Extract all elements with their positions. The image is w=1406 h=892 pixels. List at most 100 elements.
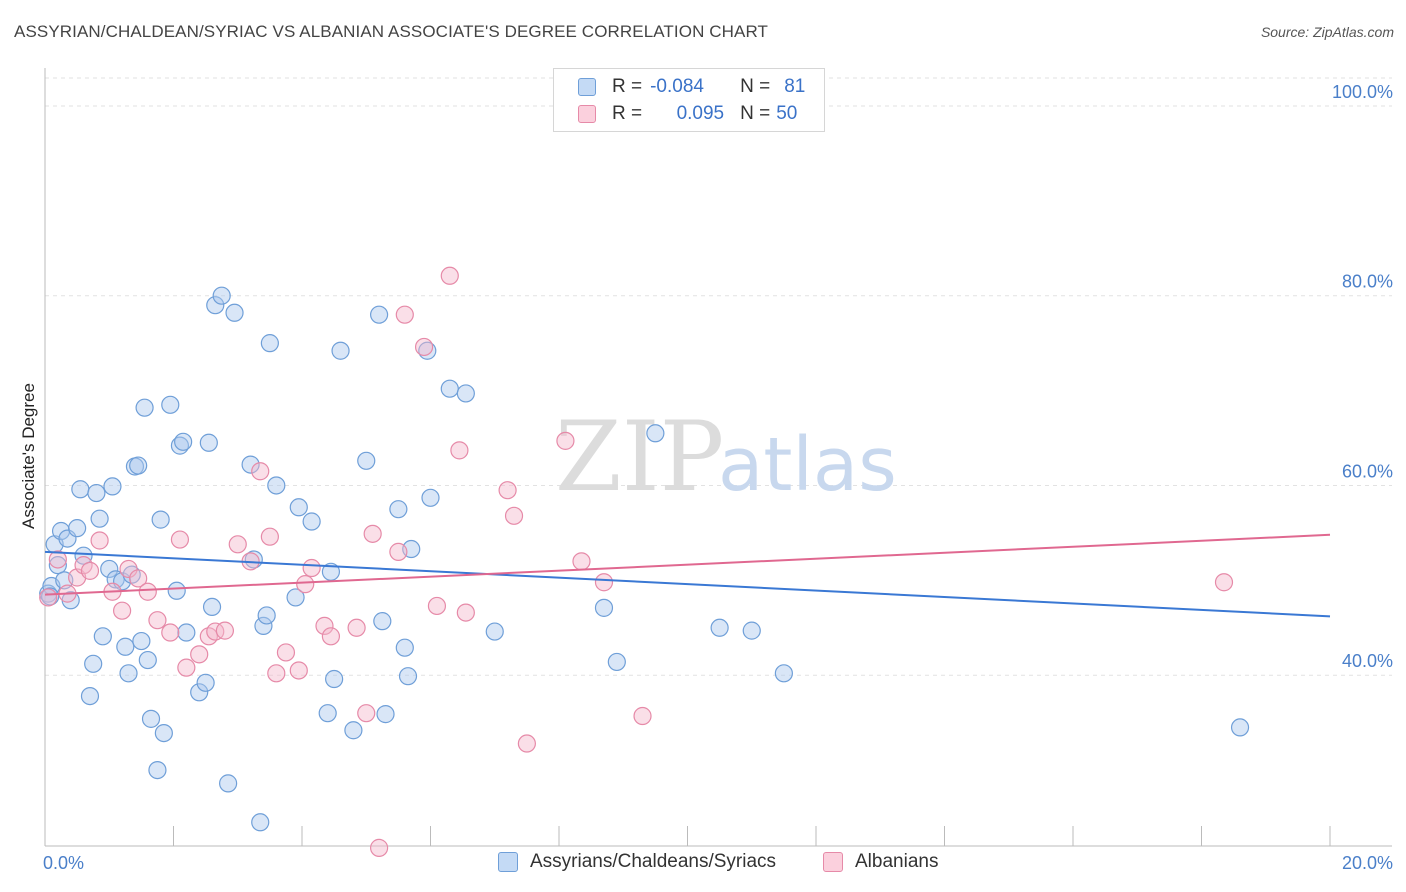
assyrian-point (177, 623, 196, 642)
assyrian-point (212, 286, 231, 305)
albanian-point (276, 643, 296, 662)
assyrian-point (80, 686, 100, 706)
assyrian-point (241, 455, 260, 474)
legend-n-value: 81 (784, 76, 806, 97)
albanian-point (456, 603, 475, 622)
assyrian-point (1230, 718, 1250, 737)
chart-title: ASSYRIAN/CHALDEAN/SYRIAC VS ALBANIAN ASS… (14, 22, 769, 41)
albanian-point (148, 611, 167, 630)
bottom-legend-swatch-blue (498, 852, 518, 872)
legend-n-label: N = (740, 103, 771, 124)
assyrian-point (331, 341, 350, 360)
assyrian-point (398, 667, 418, 686)
albanian-point (363, 524, 382, 543)
albanian-point (633, 706, 652, 726)
legend-row-assyrians: R = -0.084 N = 81 (578, 75, 805, 99)
albanian-point (440, 266, 459, 285)
assyrian-point (289, 498, 308, 517)
albanian-point (556, 431, 575, 450)
assyrian-point (132, 631, 151, 651)
assyrian-point (774, 664, 793, 683)
series-assyrians-points (39, 286, 1250, 832)
albanian-point (321, 627, 341, 646)
bottom-legend-label: Albanians (855, 851, 939, 872)
assyrian-point (646, 424, 665, 443)
assyrian-point (196, 673, 215, 692)
albanian-point (427, 596, 447, 616)
legend-n-label: N = (740, 76, 771, 97)
assyrian-point (257, 606, 276, 625)
legend-swatch-pink (578, 105, 596, 123)
albanian-point (119, 559, 138, 579)
assyrian-point (202, 597, 222, 617)
legend-n-value: 50 (776, 103, 798, 124)
series-albanians-points (39, 266, 1234, 857)
assyrian-point (138, 650, 157, 670)
albanian-point (48, 550, 67, 569)
assyrian-point (199, 433, 218, 452)
assyrian-point (154, 723, 173, 743)
assyrian-point (244, 550, 263, 569)
assyrian-point (135, 398, 154, 417)
assyrian-point (74, 546, 93, 565)
assyrian-point (151, 510, 170, 529)
assyrian-point (376, 705, 395, 724)
y-tick-label: 60.0% (1342, 461, 1393, 481)
albanian-point (251, 462, 270, 481)
albanian-point (267, 664, 286, 683)
axes (44, 68, 1392, 847)
assyrian-point (190, 683, 209, 702)
albanian-point (296, 575, 315, 594)
assyrian-point (206, 296, 225, 315)
assyrian-point (148, 760, 167, 780)
assyrian-point (167, 581, 186, 600)
albanian-point (517, 734, 536, 753)
assyrian-point (607, 652, 626, 672)
assyrian-point (129, 456, 148, 475)
assyrian-point (254, 616, 273, 635)
assyrian-point (440, 379, 459, 398)
albanian-point (177, 658, 196, 677)
watermark-atlas: atlas (718, 422, 897, 508)
albanian-point (389, 542, 408, 561)
albanian-point (170, 530, 190, 549)
albanian-point (504, 506, 524, 525)
trend-lines (44, 533, 1331, 618)
assyrian-point (742, 621, 761, 640)
assyrian-point (485, 622, 504, 641)
assyrian-point (219, 774, 238, 793)
bottom-legend-swatch-pink (823, 852, 843, 872)
y-tick-label: 40.0% (1342, 651, 1393, 671)
assyrian-point (93, 627, 112, 646)
watermark-zip: ZIP (555, 401, 724, 513)
assyrian-point (325, 669, 344, 689)
albanian-point (1214, 573, 1234, 592)
albanian-point (572, 552, 591, 571)
watermark: ZIP atlas (555, 401, 897, 513)
source-label: Source: ZipAtlas.com (1260, 24, 1394, 40)
albanian-point (112, 601, 132, 620)
albanian-point (357, 704, 376, 723)
assyrian-point (456, 384, 475, 403)
albanian-point (90, 531, 109, 550)
albanian-point (395, 305, 414, 324)
assyrian-point (100, 559, 119, 579)
albanian-point (260, 527, 279, 546)
albanian-point (215, 621, 234, 640)
assyrian-trend-line (44, 550, 1331, 618)
legend-r-value: -0.084 (650, 76, 704, 97)
albanian-point (370, 838, 389, 857)
x-tick-label-max: 20.0% (1342, 853, 1393, 873)
stats-legend: R = -0.084 N = 81 R = 0.095 N = 50 (553, 68, 825, 132)
assyrian-point (357, 451, 376, 470)
albanian-point (228, 535, 247, 554)
assyrian-point (344, 721, 363, 740)
assyrian-point (260, 334, 279, 353)
assyrian-point (318, 704, 337, 723)
x-tick-label-min: 0.0% (43, 853, 84, 873)
assyrian-point (71, 480, 90, 499)
assyrian-point (370, 305, 389, 324)
assyrian-point (90, 509, 109, 528)
assyrian-point (68, 519, 87, 538)
